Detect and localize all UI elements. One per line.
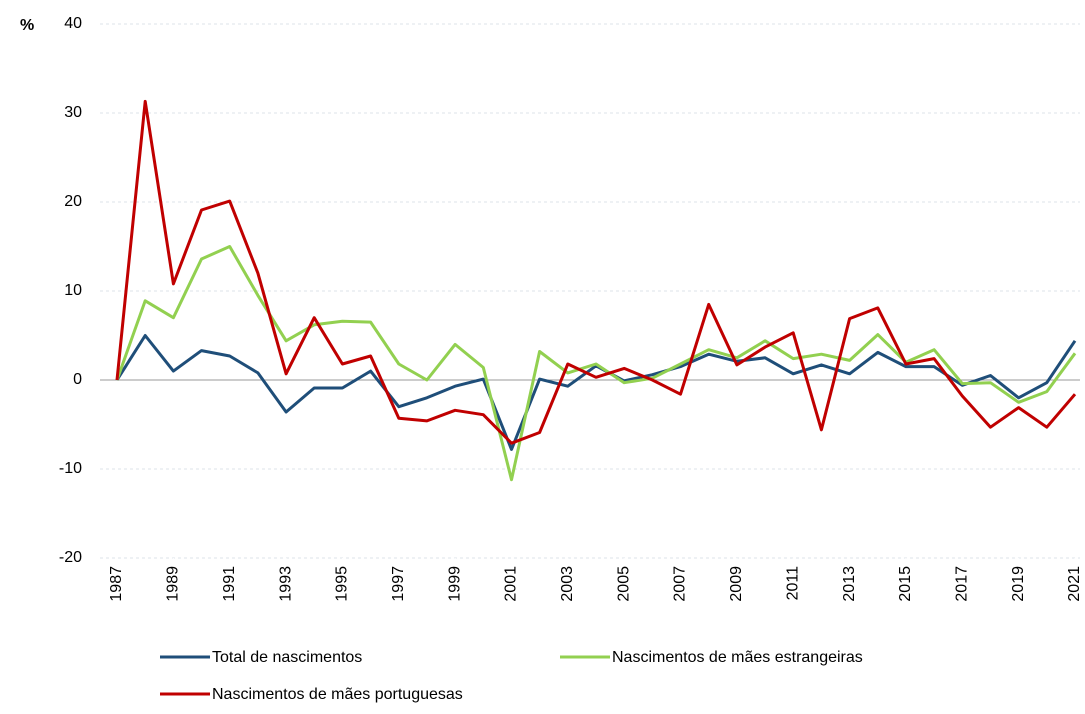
x-tick-label: 2015: [897, 566, 914, 602]
series-line: [115, 245, 1077, 482]
x-tick-label: 1993: [277, 566, 294, 602]
x-tick-label: 2009: [728, 566, 745, 602]
x-tick-label: 2005: [615, 566, 632, 602]
x-tick-label: 2007: [672, 566, 689, 602]
series-line: [115, 334, 1077, 451]
y-axis-label: %: [20, 17, 34, 34]
x-tick-label: 2019: [1010, 566, 1027, 602]
x-tick-label: 1987: [108, 566, 125, 602]
x-tick-label: 2011: [784, 566, 801, 601]
x-tick-label: 2001: [503, 566, 520, 602]
y-tick-label: 30: [64, 104, 82, 121]
x-tick-label: 2003: [559, 566, 576, 602]
x-tick-label: 1999: [446, 566, 463, 602]
y-tick-label: -20: [59, 549, 82, 566]
legend-label: Nascimentos de mães estrangeiras: [612, 649, 863, 666]
x-tick-label: 2021: [1066, 566, 1083, 602]
legend-label: Total de nascimentos: [212, 649, 362, 666]
y-tick-label: 10: [64, 282, 82, 299]
x-tick-label: 1997: [390, 566, 407, 602]
x-tick-label: 2017: [954, 566, 971, 602]
y-tick-label: -10: [59, 460, 82, 477]
x-tick-label: 1995: [334, 566, 351, 602]
series-line: [115, 99, 1077, 445]
y-tick-label: 20: [64, 193, 82, 210]
y-tick-label: 0: [73, 371, 82, 388]
legend-label: Nascimentos de mães portuguesas: [212, 686, 463, 703]
y-tick-label: 40: [64, 15, 82, 32]
x-tick-label: 1989: [165, 566, 182, 602]
x-tick-label: 2013: [841, 566, 858, 602]
x-tick-label: 1991: [221, 566, 238, 602]
